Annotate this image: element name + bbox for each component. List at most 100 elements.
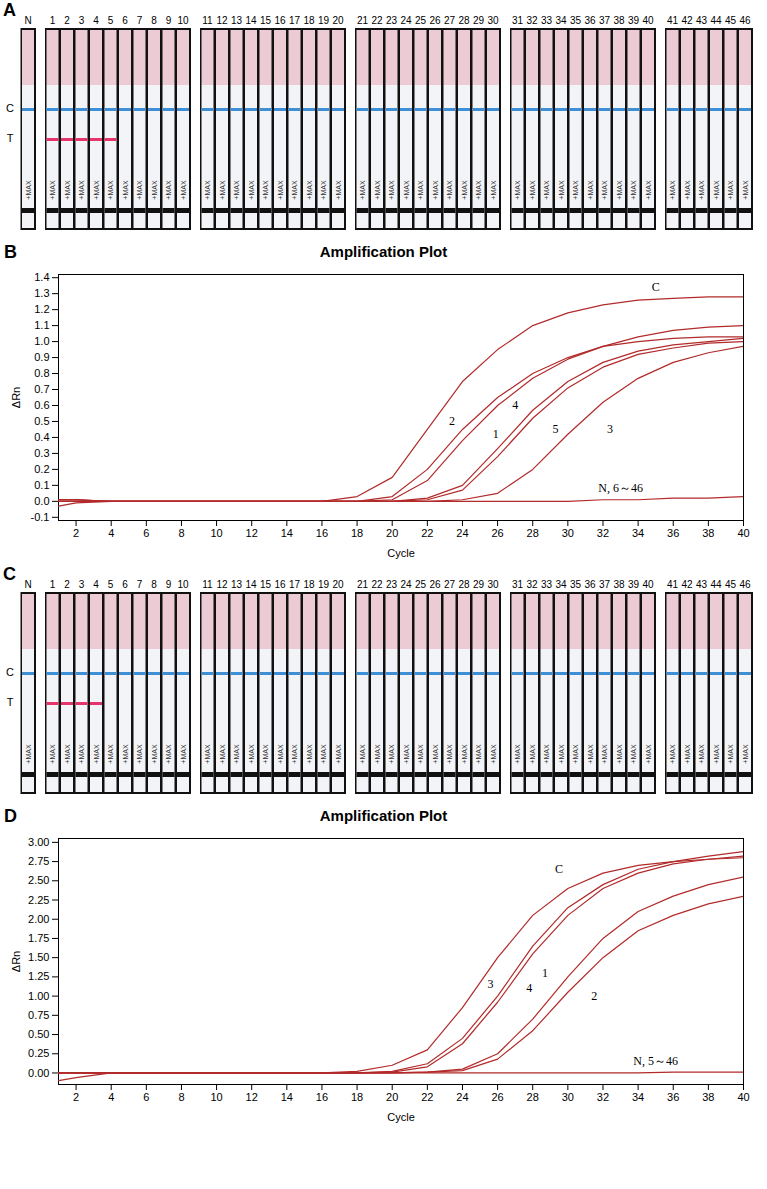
svg-text:36: 36: [667, 1091, 679, 1103]
svg-text:+MAX: +MAX: [64, 180, 71, 200]
svg-text:8: 8: [151, 15, 157, 26]
svg-text:N, 6～46: N, 6～46: [598, 481, 643, 495]
svg-text:11: 11: [202, 579, 213, 590]
svg-text:16: 16: [316, 527, 328, 539]
svg-text:1.75: 1.75: [28, 932, 49, 944]
svg-text:3: 3: [607, 422, 613, 436]
svg-text:24: 24: [456, 1091, 468, 1103]
svg-text:+MAX: +MAX: [587, 744, 594, 764]
svg-text:5: 5: [108, 579, 114, 590]
svg-text:24: 24: [400, 15, 412, 26]
svg-text:ΔRn: ΔRn: [10, 387, 22, 408]
svg-text:8: 8: [151, 579, 157, 590]
svg-text:32: 32: [597, 1091, 609, 1103]
svg-text:+MAX: +MAX: [277, 744, 284, 764]
svg-text:+MAX: +MAX: [543, 744, 550, 764]
svg-text:37: 37: [599, 579, 611, 590]
svg-text:38: 38: [613, 579, 625, 590]
svg-text:46: 46: [739, 579, 751, 590]
svg-text:15: 15: [260, 579, 272, 590]
svg-text:1: 1: [50, 579, 56, 590]
svg-text:34: 34: [632, 527, 644, 539]
svg-text:+MAX: +MAX: [432, 180, 439, 200]
svg-text:27: 27: [444, 15, 456, 26]
svg-text:0.3: 0.3: [34, 447, 49, 459]
svg-text:40: 40: [642, 579, 654, 590]
svg-text:+MAX: +MAX: [403, 180, 410, 200]
svg-text:1: 1: [493, 427, 499, 441]
svg-text:+MAX: +MAX: [558, 744, 565, 764]
svg-text:16: 16: [316, 1091, 328, 1103]
svg-text:26: 26: [429, 579, 441, 590]
svg-text:2: 2: [64, 15, 70, 26]
svg-text:C: C: [652, 280, 660, 294]
svg-text:+MAX: +MAX: [713, 180, 720, 200]
svg-text:0.5: 0.5: [34, 415, 49, 427]
svg-text:19: 19: [318, 579, 330, 590]
svg-text:38: 38: [613, 15, 625, 26]
svg-text:+MAX: +MAX: [461, 180, 468, 200]
svg-text:0.7: 0.7: [34, 383, 49, 395]
svg-text:+MAX: +MAX: [25, 744, 32, 764]
svg-text:30: 30: [562, 1091, 574, 1103]
svg-text:A: A: [3, 0, 16, 20]
svg-text:18: 18: [351, 527, 363, 539]
svg-text:+MAX: +MAX: [374, 744, 381, 764]
svg-text:40: 40: [737, 527, 749, 539]
svg-text:20: 20: [332, 579, 344, 590]
svg-text:44: 44: [710, 15, 722, 26]
svg-text:6: 6: [122, 15, 128, 26]
svg-text:18: 18: [303, 579, 315, 590]
svg-text:N, 5～46: N, 5～46: [633, 1054, 678, 1068]
svg-text:4: 4: [526, 981, 532, 995]
svg-text:+MAX: +MAX: [49, 744, 56, 764]
svg-text:+MAX: +MAX: [93, 744, 100, 764]
svg-text:+MAX: +MAX: [219, 180, 226, 200]
svg-text:+MAX: +MAX: [529, 180, 536, 200]
svg-text:+MAX: +MAX: [490, 744, 497, 764]
svg-text:1.50: 1.50: [28, 951, 49, 963]
svg-text:1.25: 1.25: [28, 970, 49, 982]
svg-text:+MAX: +MAX: [374, 180, 381, 200]
svg-text:+MAX: +MAX: [461, 744, 468, 764]
svg-text:+MAX: +MAX: [698, 180, 705, 200]
svg-text:N: N: [24, 579, 31, 590]
svg-text:ΔRn: ΔRn: [10, 951, 22, 972]
svg-text:7: 7: [137, 15, 143, 26]
svg-text:1.0: 1.0: [34, 335, 49, 347]
svg-text:+MAX: +MAX: [359, 744, 366, 764]
svg-text:23: 23: [386, 15, 398, 26]
svg-text:+MAX: +MAX: [233, 744, 240, 764]
svg-text:38: 38: [702, 527, 714, 539]
svg-text:1.4: 1.4: [34, 271, 49, 283]
svg-text:7: 7: [137, 579, 143, 590]
svg-text:24: 24: [400, 579, 412, 590]
svg-text:+MAX: +MAX: [388, 744, 395, 764]
svg-text:28: 28: [458, 15, 470, 26]
svg-text:41: 41: [667, 15, 679, 26]
svg-text:+MAX: +MAX: [572, 744, 579, 764]
svg-text:0.0: 0.0: [34, 495, 49, 507]
svg-text:10: 10: [210, 527, 222, 539]
svg-text:36: 36: [584, 579, 596, 590]
svg-text:3: 3: [79, 15, 85, 26]
svg-text:4: 4: [512, 398, 518, 412]
svg-text:Cycle: Cycle: [387, 547, 415, 559]
svg-text:+MAX: +MAX: [490, 180, 497, 200]
svg-text:13: 13: [231, 579, 243, 590]
svg-text:27: 27: [444, 579, 456, 590]
svg-text:36: 36: [667, 527, 679, 539]
svg-text:+MAX: +MAX: [262, 744, 269, 764]
svg-text:+MAX: +MAX: [306, 744, 313, 764]
svg-text:+MAX: +MAX: [417, 180, 424, 200]
svg-text:44: 44: [710, 579, 722, 590]
svg-text:45: 45: [725, 15, 737, 26]
svg-text:+MAX: +MAX: [742, 744, 749, 764]
svg-text:2: 2: [73, 527, 79, 539]
svg-text:+MAX: +MAX: [727, 744, 734, 764]
svg-text:40: 40: [642, 15, 654, 26]
svg-text:+MAX: +MAX: [248, 744, 255, 764]
svg-text:+MAX: +MAX: [616, 180, 623, 200]
svg-text:16: 16: [274, 579, 286, 590]
svg-text:+MAX: +MAX: [136, 744, 143, 764]
